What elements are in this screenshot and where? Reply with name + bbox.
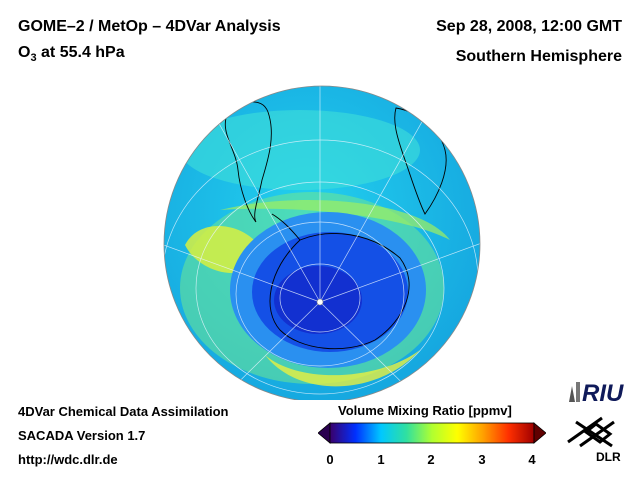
globe-outline <box>163 85 481 400</box>
south-pole-marker <box>316 298 324 306</box>
map-subtitle: O3 at 55.4 hPa <box>18 44 125 64</box>
level-label: at 55.4 hPa <box>36 44 125 61</box>
credit-line-2: SACADA Version 1.7 <box>18 428 146 443</box>
ozone-band-north <box>180 110 420 190</box>
ozone-high-south <box>265 350 420 387</box>
south-america-coastline <box>224 101 272 223</box>
dlr-logo-icon <box>567 416 615 448</box>
ozone-band-ring <box>220 200 450 240</box>
hemisphere-label: Southern Hemisphere <box>455 48 622 65</box>
datetime-label: Sep 28, 2008, 12:00 GMT <box>436 18 622 35</box>
colorbar-tick-2: 2 <box>427 452 435 467</box>
riu-logo-text: RIU <box>582 380 624 406</box>
antarctica-coastline <box>269 233 410 350</box>
ozone-globe-map <box>163 85 481 400</box>
species-label: O <box>18 44 31 61</box>
riu-logo-tower-icon <box>569 386 575 402</box>
colorbar-high-arrow <box>533 422 546 444</box>
species-subscript: 3 <box>30 52 37 65</box>
colorbar-tick-0: 0 <box>326 452 334 467</box>
colorbar-title: Volume Mixing Ratio [ppmv] <box>338 403 512 418</box>
colorbar-gradient <box>329 422 535 444</box>
dlr-logo-text: DLR <box>596 450 621 464</box>
riu-logo: RIU <box>569 380 624 406</box>
colorbar <box>318 422 546 444</box>
riu-logo-bar-icon <box>576 382 580 402</box>
credit-line-1: 4DVar Chemical Data Assimilation <box>18 404 229 419</box>
credit-link[interactable]: http://wdc.dlr.de <box>18 452 118 467</box>
map-title: GOME–2 / MetOp – 4DVar Analysis <box>18 18 281 35</box>
colorbar-low-arrow <box>318 422 331 444</box>
colorbar-tick-4: 4 <box>528 452 536 467</box>
antarctic-peninsula <box>271 213 301 241</box>
colorbar-tick-1: 1 <box>377 452 385 467</box>
colorbar-tick-3: 3 <box>478 452 486 467</box>
